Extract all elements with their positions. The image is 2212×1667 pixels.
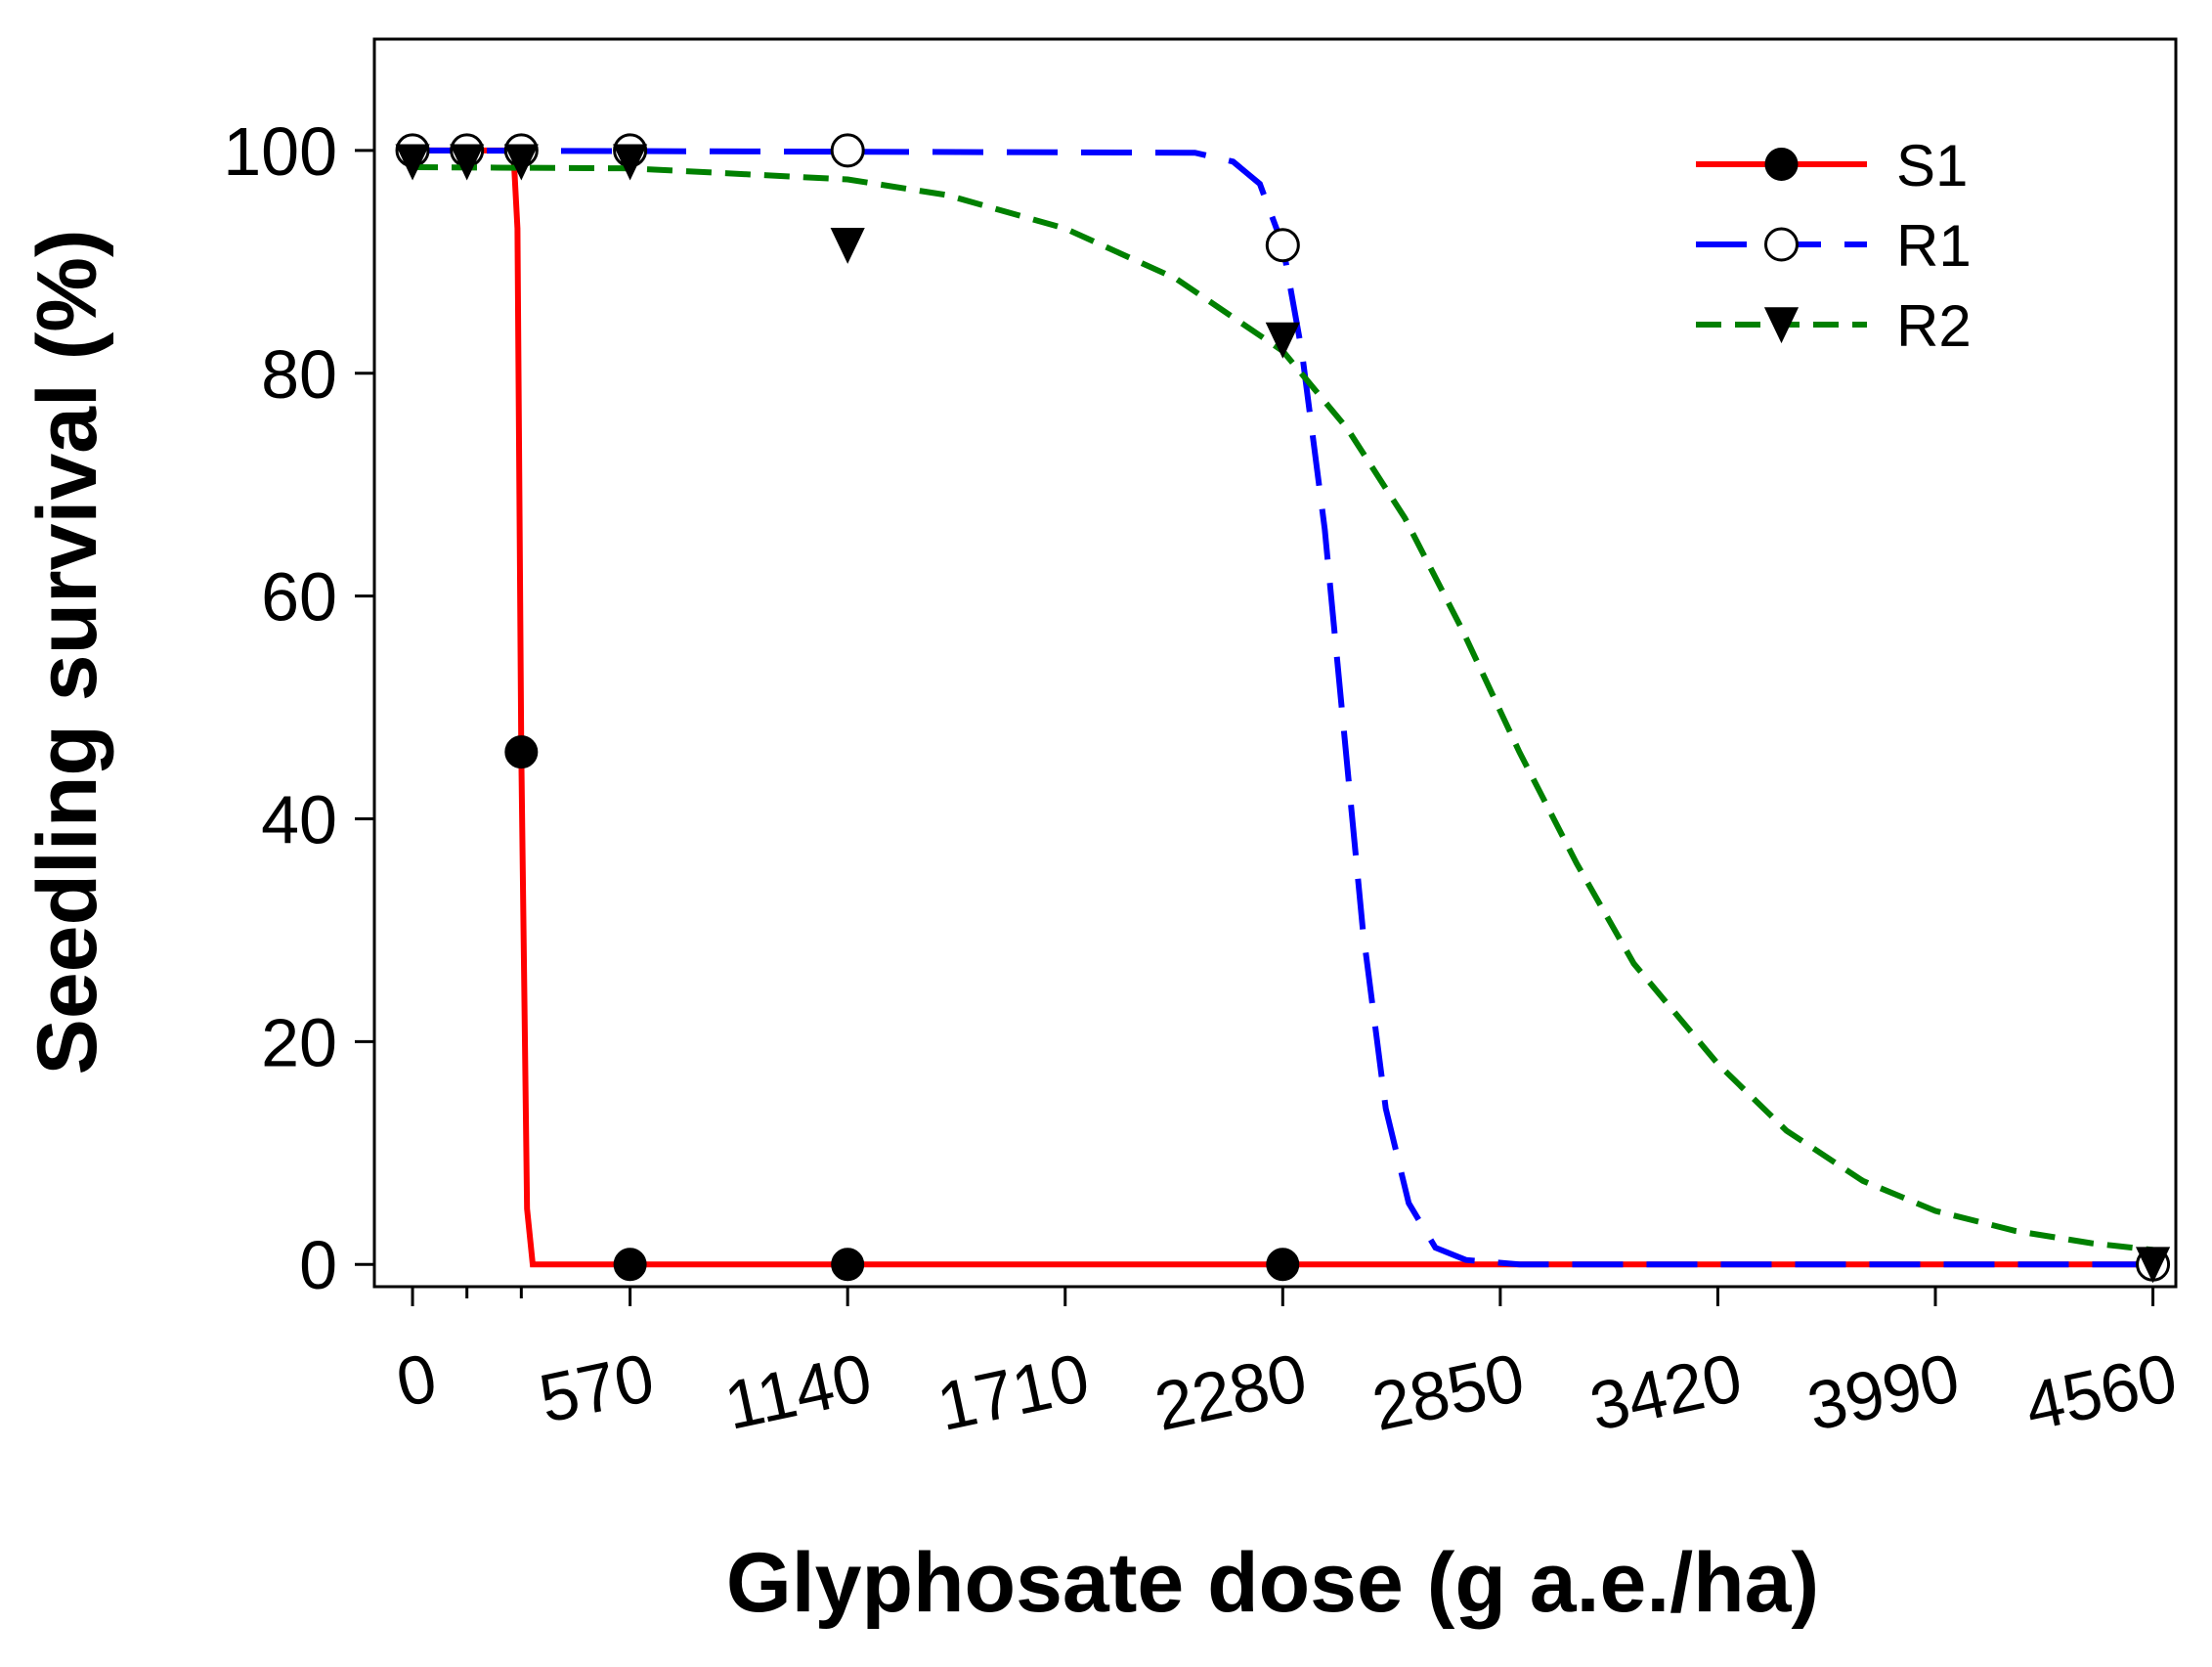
series-r1-point [1265,228,1300,263]
x-tick-label: 3420 [1583,1338,1749,1445]
series-r2 [395,144,2171,1284]
y-tick-label: 80 [261,336,337,413]
plot-frame [372,37,2178,1289]
y-tick-label: 100 [223,113,337,190]
series-s1-fit-line [412,147,2153,1268]
series-r1-fit-line [412,147,2153,1268]
legend-label-r2: R2 [1896,293,1972,359]
x-tick-label: 2850 [1366,1338,1531,1445]
x-tick-label: 2280 [1149,1338,1314,1445]
legend-marker-r2 [1763,307,1800,344]
x-tick-label: 1710 [931,1338,1096,1445]
series-s1-point [1266,1248,1300,1282]
x-axis-title: Glyphosate dose (g a.e./ha) [726,1536,1819,1630]
series-r2-point [450,144,485,181]
x-tick-label: 570 [533,1338,660,1437]
y-tick-label: 60 [261,559,337,636]
y-tick-label: 40 [261,782,337,858]
series-layer [395,133,2171,1284]
legend-marker-r1 [1764,227,1799,262]
series-r2-point [613,144,648,181]
y-tick-label: 0 [299,1227,337,1303]
legend: S1 R1 R2 [1696,133,1972,359]
series-r2-point [1265,322,1300,359]
plot-area [372,37,2178,1289]
series-s1-point [613,1248,647,1282]
x-tick-label: 3990 [1801,1338,1967,1445]
legend-marker-s1 [1764,148,1799,181]
series-r1-point [830,133,865,168]
series-s1-point [504,735,539,769]
legend-label-s1: S1 [1896,133,1968,198]
series-r2-fit-line [412,164,2153,1253]
series-s1-point [831,1248,865,1282]
x-tick-label: 4560 [2018,1338,2184,1445]
legend-label-r1: R1 [1896,213,1972,279]
x-axis: 0 570 1140 1710 2280 2850 3420 3990 4560 [390,1287,2184,1445]
x-tick-label: 0 [390,1338,443,1421]
series-r2-point [830,227,865,264]
series-r2-point [395,144,430,181]
series-r2-point [2135,1247,2171,1284]
y-axis: 0 20 40 60 80 100 [223,113,374,1303]
x-tick-label: 1140 [718,1338,878,1444]
series-r2-point [503,144,539,181]
y-axis-title: Seedling survival (%) [21,229,114,1075]
y-tick-label: 20 [261,1004,337,1080]
